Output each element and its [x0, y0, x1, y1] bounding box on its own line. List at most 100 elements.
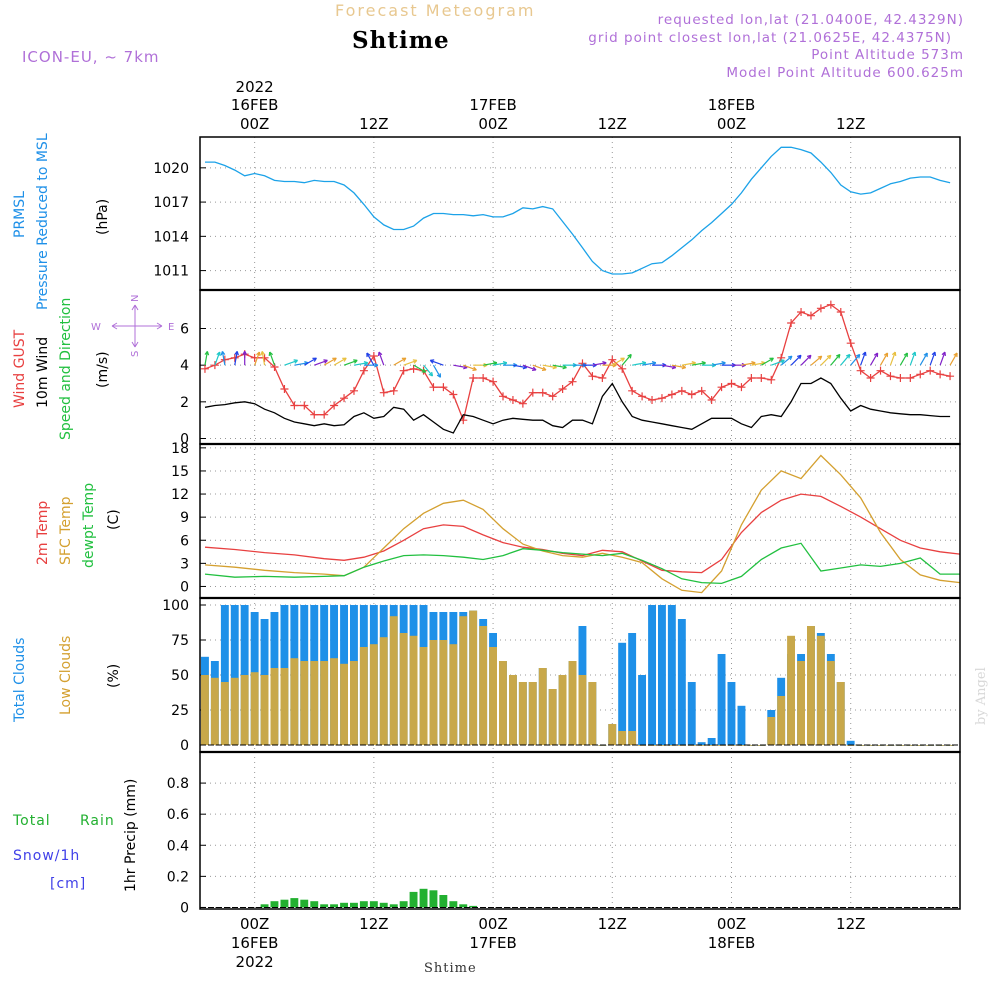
wind-arrow-shaft [611, 357, 625, 366]
bar [270, 901, 279, 908]
gust-marker [300, 401, 309, 410]
bar [628, 731, 637, 745]
gust-marker [399, 366, 408, 375]
wind-arrow [939, 351, 947, 366]
wind-arrow-shaft [751, 362, 766, 366]
wind-arrow-shaft [423, 364, 433, 377]
bar [459, 616, 468, 745]
ytick-label: 100 [162, 598, 189, 614]
wind-arrow-shaft [304, 357, 317, 366]
wind-arrow-shaft [840, 354, 851, 366]
wind-arrow-shaft [870, 352, 879, 366]
wind-arrow-shaft [592, 362, 607, 366]
gust-marker [806, 311, 815, 320]
wind-arrow [761, 357, 774, 366]
gust-marker [737, 383, 746, 392]
wind-arrow-shaft [343, 359, 358, 366]
wind-arrow [899, 352, 908, 366]
compass-north: N [130, 295, 141, 302]
gust-marker [618, 364, 627, 373]
wind-arrow-head [862, 351, 867, 357]
bar [946, 745, 954, 746]
wind-arrow-shaft [284, 359, 298, 366]
grid-pressure [200, 137, 960, 290]
wind-arrow-head [903, 352, 908, 358]
model-name: ICON-EU, ~ 7km [22, 48, 160, 66]
wind-arrow-head [323, 359, 328, 364]
wind-arrow-head [429, 359, 435, 364]
gust-marker [548, 392, 557, 401]
wind-arrow-shaft [830, 354, 841, 366]
wind-arrow [771, 359, 785, 366]
bar [350, 902, 358, 908]
bar [359, 901, 368, 908]
wind-arrow-head [374, 362, 379, 368]
bar [310, 661, 319, 745]
bar [369, 644, 378, 745]
bar [280, 899, 289, 908]
ytick-label: 0.6 [167, 807, 189, 823]
requested-coords: requested lon,lat (21.0400E, 42.4329N) [658, 12, 964, 28]
compass-south: S [130, 351, 141, 357]
wind-arrow-head [353, 359, 358, 364]
bottom-tick-label: 00Z [240, 915, 269, 933]
gust-marker [558, 385, 567, 393]
bar [558, 675, 567, 745]
bar [350, 661, 358, 745]
bar [846, 740, 855, 745]
gust-marker [320, 410, 329, 419]
gust-marker [200, 364, 209, 373]
series-10m-wind [204, 377, 951, 434]
wind-arrow-head [923, 352, 928, 358]
ytick-label: 0 [180, 900, 189, 916]
wind-arrow-head [377, 351, 383, 357]
gust-marker [876, 366, 885, 375]
wind-arrow-head [817, 355, 823, 361]
top-date-label: 18FEB [708, 96, 755, 114]
ytick-label: 3 [180, 556, 189, 572]
ytick-label: 1014 [153, 229, 189, 245]
precip-labels: Total Rain Snow/1h [cm] 1hr Precip (mm) [12, 779, 139, 892]
gust-marker [518, 399, 527, 408]
wind-arrow [242, 350, 248, 366]
wind-arrow-head [204, 351, 210, 356]
total-label: Total [12, 813, 51, 829]
bar [320, 904, 329, 908]
gust-marker [638, 392, 647, 401]
gust-marker [846, 339, 855, 348]
bar [270, 668, 279, 745]
wind-arrow-shaft [542, 364, 557, 369]
bar [300, 899, 309, 908]
bar [707, 745, 716, 746]
ytick-label: 1017 [153, 195, 189, 211]
gust-marker [489, 377, 498, 386]
product-title: Forecast Meteogram [335, 1, 535, 20]
wind-arrow-shaft [323, 357, 337, 366]
wind-arrow-head [342, 357, 347, 362]
gust-label: Wind GUST [12, 329, 28, 408]
wind-arrow-head [826, 354, 832, 360]
wind-arrow-shaft [641, 362, 656, 366]
bar [320, 661, 329, 745]
wind-arrow-shaft [432, 364, 441, 378]
snow-label: Snow/1h [13, 848, 80, 864]
gust-marker [389, 386, 398, 395]
wind-arrow-shaft [453, 364, 468, 369]
wind-arrow-head [835, 353, 841, 359]
wind-arrow-shaft [254, 351, 260, 366]
bottom-tick-label: 12Z [359, 915, 388, 933]
bar [727, 682, 736, 745]
wind-arrow-head [769, 357, 774, 362]
bar [667, 605, 676, 745]
wind-arrow-shaft [860, 351, 867, 366]
wind-arrow-head [787, 355, 793, 361]
bars-low-clouds [201, 610, 954, 746]
gust-marker [717, 383, 726, 392]
wind-arrow-head [472, 366, 477, 372]
wind-arrow [532, 364, 547, 372]
bar [340, 902, 348, 908]
bar [369, 901, 378, 908]
wind-arrow [366, 352, 375, 366]
gust-marker [469, 374, 478, 382]
